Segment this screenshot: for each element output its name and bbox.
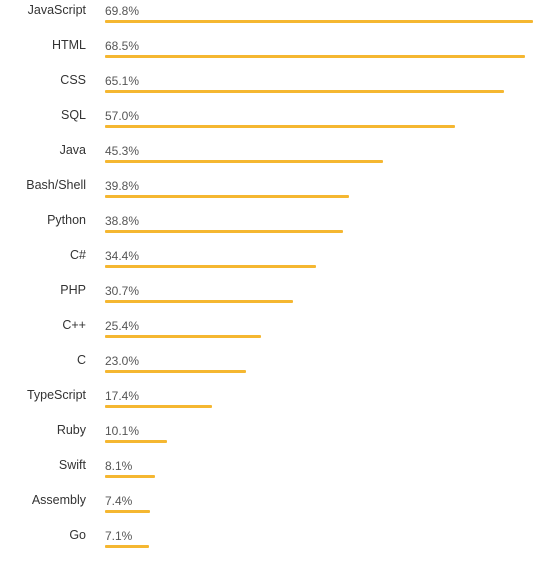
value-label-java: 45.3% xyxy=(105,144,140,158)
bar-ruby xyxy=(105,440,167,443)
value-label-php: 30.7% xyxy=(105,284,140,298)
category-label-bash-shell: Bash/Shell xyxy=(26,178,86,192)
value-label-c: 23.0% xyxy=(105,354,140,368)
category-label-java: Java xyxy=(59,143,86,157)
value-label-python: 38.8% xyxy=(105,214,140,228)
bar-python xyxy=(105,230,343,233)
bar-assembly xyxy=(105,510,150,513)
bar-javascript xyxy=(105,20,533,23)
category-label-css: CSS xyxy=(60,73,86,87)
value-label-swift: 8.1% xyxy=(105,459,133,473)
category-label-ruby: Ruby xyxy=(56,423,86,437)
bar-go xyxy=(105,545,149,548)
value-label-c: 25.4% xyxy=(105,319,140,333)
bar-sql xyxy=(105,125,455,128)
bar-html xyxy=(105,55,525,58)
value-label-assembly: 7.4% xyxy=(105,494,133,508)
value-label-bash-shell: 39.8% xyxy=(105,179,140,193)
category-label-html: HTML xyxy=(51,38,86,52)
bar-typescript xyxy=(105,405,212,408)
value-label-go: 7.1% xyxy=(105,529,133,543)
value-label-html: 68.5% xyxy=(105,39,140,53)
category-label-assembly: Assembly xyxy=(31,493,86,507)
bar-swift xyxy=(105,475,155,478)
value-label-c: 34.4% xyxy=(105,249,140,263)
category-label-c: C xyxy=(76,353,86,367)
category-label-c: C++ xyxy=(62,318,86,332)
category-label-python: Python xyxy=(47,213,86,227)
value-label-typescript: 17.4% xyxy=(105,389,140,403)
category-label-sql: SQL xyxy=(60,108,86,122)
category-label-swift: Swift xyxy=(58,458,86,472)
category-label-c: C# xyxy=(70,248,86,262)
value-label-ruby: 10.1% xyxy=(105,424,140,438)
value-label-javascript: 69.8% xyxy=(105,4,140,18)
bar-c xyxy=(105,335,261,338)
value-label-sql: 57.0% xyxy=(105,109,140,123)
value-label-css: 65.1% xyxy=(105,74,140,88)
category-label-go: Go xyxy=(69,528,86,542)
bar-java xyxy=(105,160,383,163)
category-label-typescript: TypeScript xyxy=(26,388,86,402)
bar-php xyxy=(105,300,293,303)
bar-css xyxy=(105,90,504,93)
bar-c xyxy=(105,370,246,373)
category-label-javascript: JavaScript xyxy=(27,3,86,17)
category-label-php: PHP xyxy=(60,283,86,297)
bar-bash-shell xyxy=(105,195,349,198)
bar-c xyxy=(105,265,316,268)
